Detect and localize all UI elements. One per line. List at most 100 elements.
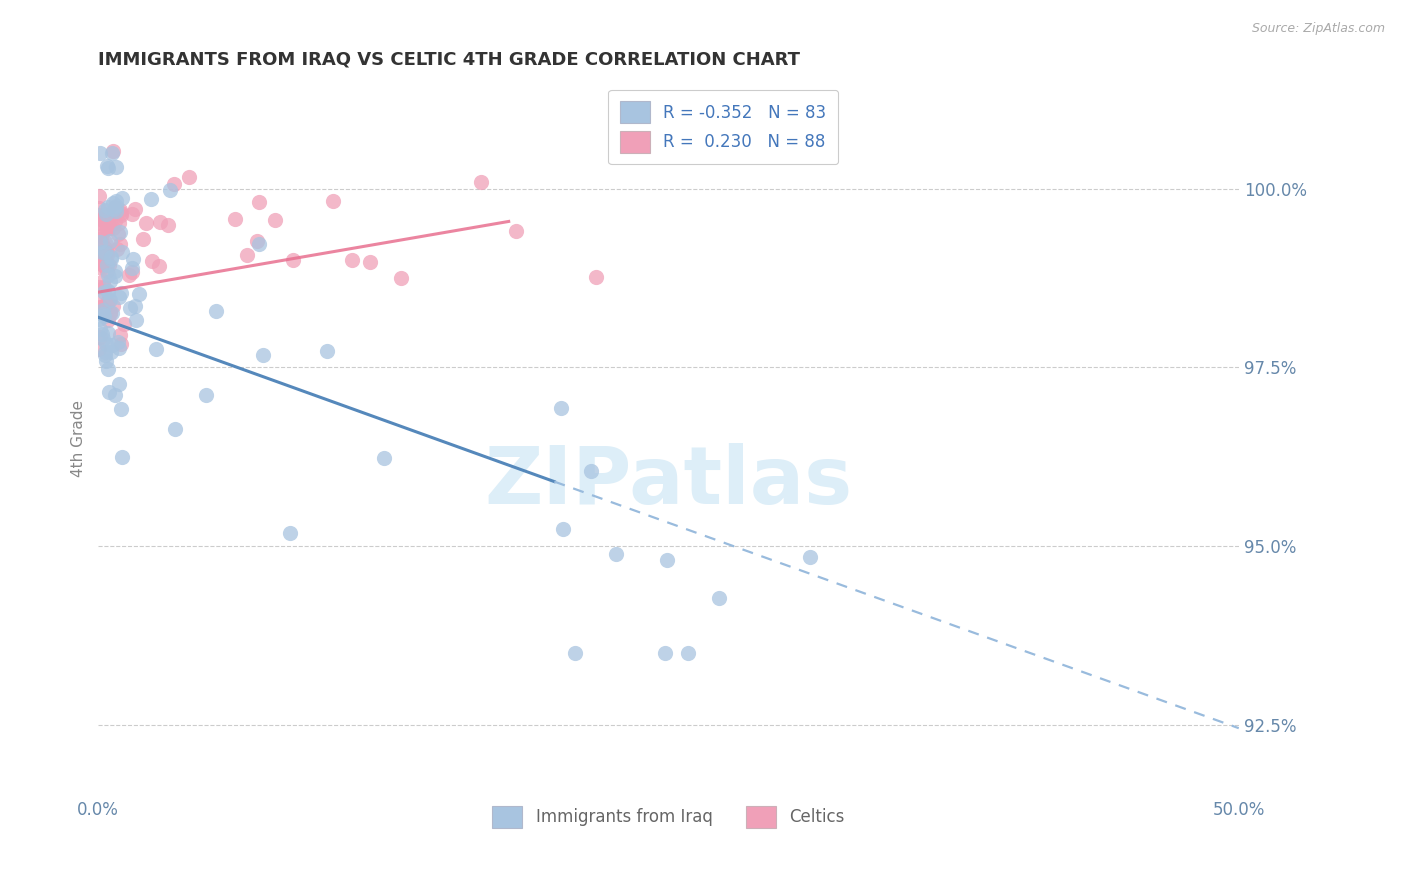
Point: [98, 293, 121, 308]
Point: [118, 301, 141, 315]
Point: [90, 220, 112, 235]
Point: [246, 234, 269, 248]
Point: [89, 279, 111, 293]
Point: [551, 522, 574, 536]
Point: [105, 242, 128, 256]
Point: [97, 161, 120, 175]
Point: [87, 207, 110, 221]
Legend: Immigrants from Iraq, Celtics: Immigrants from Iraq, Celtics: [485, 799, 851, 834]
Point: [93, 285, 115, 299]
Point: [107, 334, 129, 349]
Point: [97, 200, 120, 214]
Point: [100, 252, 122, 267]
Point: [139, 192, 162, 206]
Point: [91, 303, 114, 318]
Point: [97, 361, 120, 376]
Point: [96, 222, 118, 236]
Point: [110, 206, 132, 220]
Point: [94, 252, 117, 267]
Point: [97, 313, 120, 327]
Point: [145, 343, 167, 357]
Point: [110, 285, 132, 300]
Point: [247, 194, 270, 209]
Point: [640, 110, 662, 124]
Point: [104, 388, 127, 402]
Point: [108, 341, 131, 355]
Point: [87, 232, 110, 246]
Point: [101, 196, 124, 211]
Point: [91, 332, 114, 346]
Point: [90, 326, 112, 341]
Point: [94, 235, 117, 249]
Point: [96, 244, 118, 259]
Point: [104, 194, 127, 208]
Point: [97, 268, 120, 282]
Point: [108, 289, 131, 303]
Point: [654, 646, 676, 660]
Point: [87, 260, 110, 275]
Point: [90, 236, 112, 251]
Point: [94, 345, 117, 359]
Point: [98, 307, 121, 321]
Point: [97, 284, 120, 298]
Point: [165, 422, 187, 436]
Point: [283, 253, 305, 268]
Point: [89, 330, 111, 344]
Point: [108, 237, 131, 252]
Point: [118, 268, 141, 283]
Point: [93, 279, 115, 293]
Text: Source: ZipAtlas.com: Source: ZipAtlas.com: [1251, 22, 1385, 36]
Point: [89, 311, 111, 326]
Point: [322, 194, 344, 208]
Point: [97, 326, 120, 340]
Text: ZIPatlas: ZIPatlas: [484, 442, 852, 521]
Point: [121, 261, 143, 276]
Point: [107, 227, 129, 241]
Point: [87, 189, 110, 203]
Point: [104, 160, 127, 174]
Point: [87, 293, 110, 307]
Point: [264, 212, 287, 227]
Point: [96, 295, 118, 310]
Point: [107, 377, 129, 392]
Point: [96, 264, 118, 278]
Point: [342, 252, 364, 267]
Point: [100, 207, 122, 221]
Point: [195, 388, 218, 402]
Point: [90, 228, 112, 243]
Point: [110, 191, 132, 205]
Point: [105, 199, 128, 213]
Point: [111, 244, 134, 259]
Point: [93, 249, 115, 263]
Point: [105, 203, 128, 218]
Point: [108, 202, 131, 217]
Point: [103, 202, 125, 217]
Point: [96, 248, 118, 262]
Point: [90, 305, 112, 319]
Point: [93, 203, 115, 218]
Point: [97, 385, 120, 400]
Point: [678, 646, 700, 660]
Point: [252, 348, 274, 362]
Point: [148, 259, 170, 273]
Point: [110, 208, 132, 222]
Point: [90, 245, 112, 260]
Point: [96, 354, 118, 368]
Point: [112, 317, 135, 331]
Point: [101, 300, 124, 314]
Point: [89, 201, 111, 215]
Point: [91, 212, 114, 227]
Point: [564, 646, 586, 660]
Point: [108, 225, 131, 239]
Point: [97, 215, 120, 229]
Point: [90, 304, 112, 318]
Point: [89, 145, 111, 160]
Point: [177, 170, 200, 185]
Point: [89, 235, 111, 250]
Point: [135, 216, 157, 230]
Point: [605, 547, 627, 561]
Point: [101, 305, 124, 319]
Point: [96, 221, 118, 235]
Point: [97, 285, 120, 300]
Point: [550, 401, 572, 415]
